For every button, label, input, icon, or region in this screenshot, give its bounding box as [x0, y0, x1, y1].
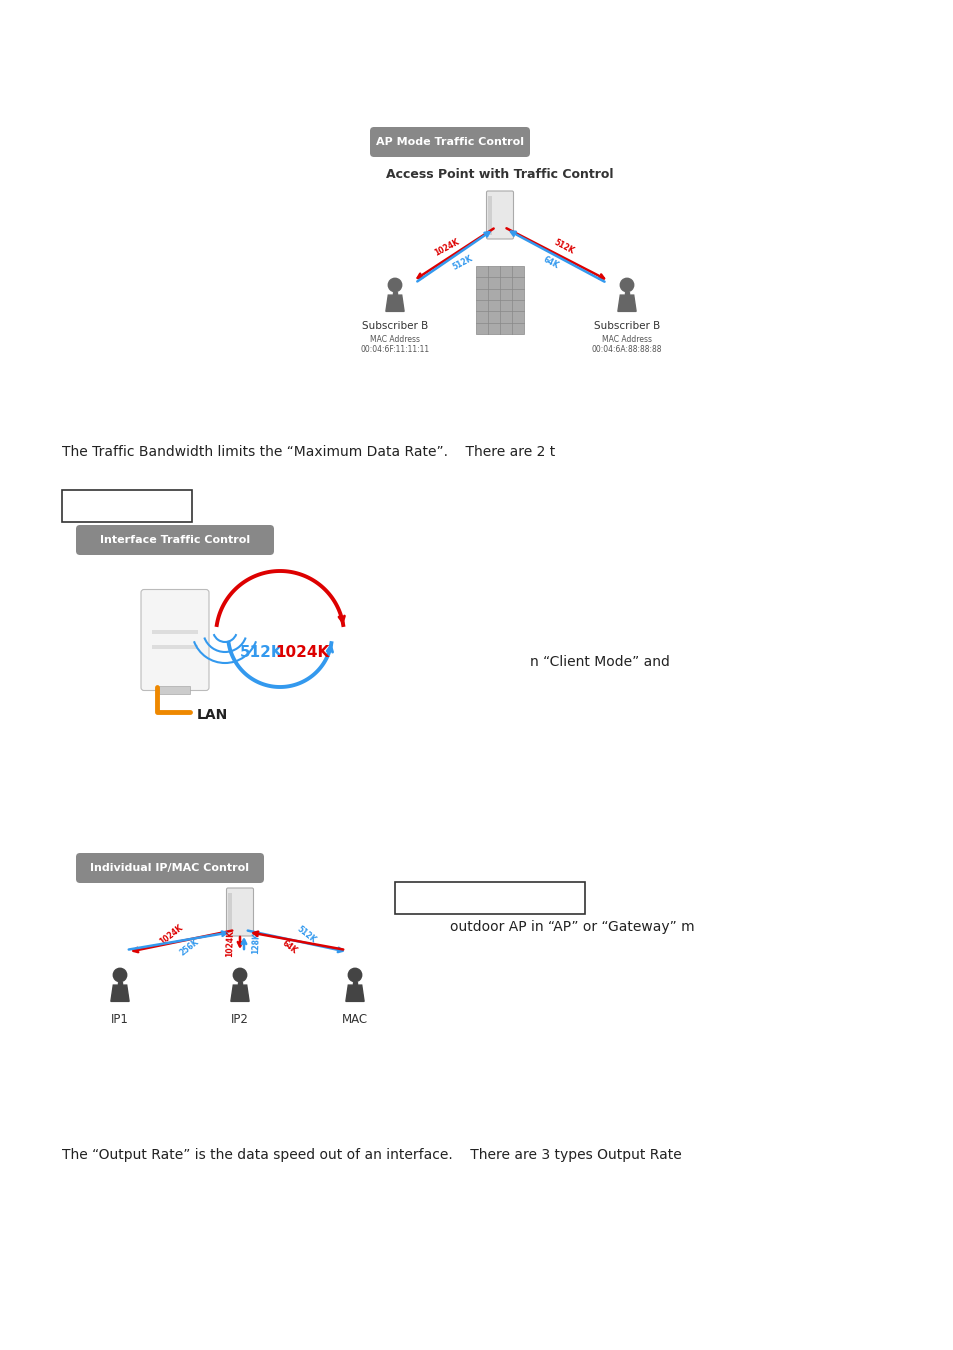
Text: Access Point with Traffic Control: Access Point with Traffic Control	[386, 167, 613, 181]
Text: Interface Traffic Control: Interface Traffic Control	[100, 535, 250, 545]
Polygon shape	[237, 981, 242, 985]
Bar	[62, 490, 192, 522]
Polygon shape	[353, 981, 357, 985]
Polygon shape	[117, 981, 122, 985]
Text: IP1: IP1	[111, 1012, 129, 1026]
Bar	[228, 892, 232, 931]
Text: AP Mode Traffic Control: AP Mode Traffic Control	[375, 136, 523, 147]
Text: outdoor AP in “AP” or “Gateway” m: outdoor AP in “AP” or “Gateway” m	[450, 919, 694, 934]
Text: MAC Address
00:04:6F:11:11:11: MAC Address 00:04:6F:11:11:11	[360, 335, 429, 355]
FancyBboxPatch shape	[141, 590, 209, 690]
Text: 1024K: 1024K	[274, 645, 329, 660]
Circle shape	[388, 278, 401, 292]
Text: 1024K: 1024K	[225, 929, 234, 957]
Text: The “Output Rate” is the data speed out of an interface.    There are 3 types Ou: The “Output Rate” is the data speed out …	[62, 1148, 681, 1162]
Text: 256K: 256K	[177, 937, 200, 957]
Text: 1024K: 1024K	[432, 236, 460, 258]
Text: The Traffic Bandwidth limits the “Maximum Data Rate”.    There are 2 t: The Traffic Bandwidth limits the “Maximu…	[62, 446, 555, 459]
Circle shape	[233, 968, 247, 981]
Text: 512K: 512K	[553, 238, 576, 256]
FancyBboxPatch shape	[486, 190, 513, 239]
Circle shape	[113, 968, 127, 981]
Text: Subscriber B: Subscriber B	[594, 321, 659, 331]
Bar	[152, 630, 198, 634]
Polygon shape	[111, 986, 129, 1002]
Text: 512K: 512K	[451, 254, 474, 271]
FancyBboxPatch shape	[76, 525, 274, 555]
Text: 512K: 512K	[294, 925, 317, 945]
Polygon shape	[231, 986, 249, 1002]
Bar	[159, 686, 191, 694]
Circle shape	[619, 278, 633, 292]
Bar	[488, 196, 492, 235]
FancyBboxPatch shape	[370, 127, 530, 157]
FancyBboxPatch shape	[226, 888, 253, 936]
Text: Individual IP/MAC Control: Individual IP/MAC Control	[91, 863, 250, 873]
Text: MAC: MAC	[341, 1012, 368, 1026]
Text: LAN: LAN	[196, 707, 228, 722]
Text: 1024K: 1024K	[158, 923, 185, 946]
Text: n “Client Mode” and: n “Client Mode” and	[530, 655, 669, 670]
Text: 64K: 64K	[279, 938, 298, 956]
Bar	[395, 882, 584, 914]
Text: MAC Address
00:04:6A:88:88:88: MAC Address 00:04:6A:88:88:88	[591, 335, 661, 355]
Polygon shape	[385, 296, 404, 312]
Text: 512K: 512K	[240, 645, 283, 660]
FancyBboxPatch shape	[76, 853, 264, 883]
Bar	[152, 645, 198, 649]
Text: Subscriber B: Subscriber B	[361, 321, 428, 331]
Text: 128K: 128K	[251, 931, 260, 954]
Polygon shape	[624, 292, 629, 296]
Text: 64K: 64K	[540, 255, 559, 271]
Polygon shape	[618, 296, 636, 312]
Text: IP2: IP2	[231, 1012, 249, 1026]
Bar	[476, 266, 523, 333]
Polygon shape	[346, 986, 364, 1002]
Polygon shape	[393, 292, 397, 296]
Circle shape	[348, 968, 361, 981]
